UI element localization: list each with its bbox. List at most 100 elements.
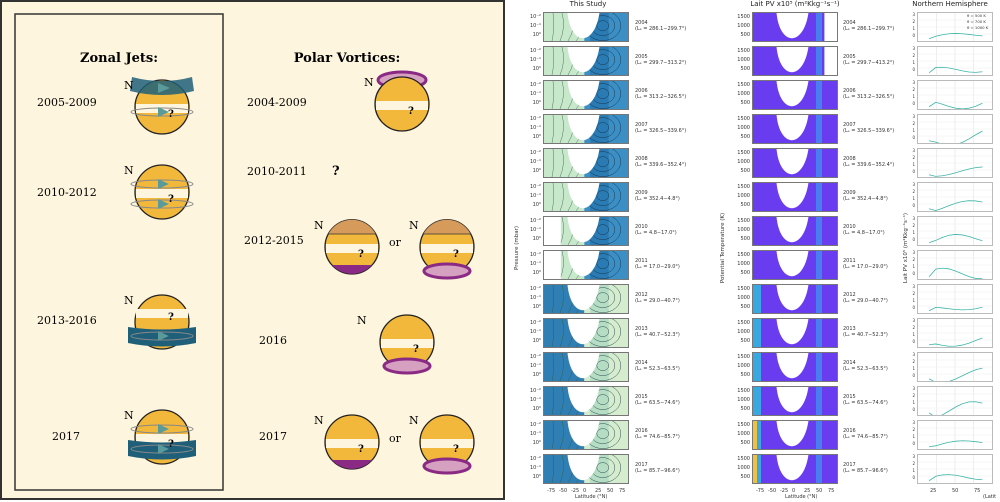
- ls-label: (Lₛ = 4.8−17.0°): [843, 230, 885, 236]
- col3-panel: [917, 46, 993, 76]
- ls-label: (Lₛ = 352.4−4.8°): [843, 196, 888, 202]
- col3-ytick: 2: [912, 393, 915, 398]
- col2-ytick: 1000: [737, 363, 750, 369]
- col2-ytick: 1000: [737, 23, 750, 29]
- series-line: [928, 234, 983, 244]
- ls-label: (Lₛ = 326.5−339.6°): [635, 128, 687, 134]
- lait-pv-line-plot: [918, 251, 992, 279]
- col1-contour-plot: [544, 115, 628, 143]
- col2-xtick: 25: [804, 488, 811, 494]
- col2-ytick: 1500: [737, 150, 750, 156]
- col2-ytick: 500: [740, 440, 750, 446]
- col1-xtick: 50: [607, 488, 614, 494]
- col1-xtick: 25: [595, 488, 602, 494]
- col1-panel: [543, 182, 629, 212]
- col2-ytick: 1000: [737, 295, 750, 301]
- figure-row: 10⁻² 10⁻¹ 10⁰ 2006 (Lₛ = 313.2−326.5°) 1500 10…: [505, 80, 1000, 114]
- question-mark: ?: [358, 444, 364, 455]
- col2-contour-plot: [753, 149, 837, 177]
- col2-ytick: 1500: [737, 354, 750, 360]
- col1-contour-plot: [544, 251, 628, 279]
- col3-ytick: 2: [912, 19, 915, 24]
- col1-ytick: 10⁻¹: [529, 193, 541, 199]
- col3-panel: [917, 12, 993, 42]
- series-line: [928, 474, 983, 482]
- col2-xtick: 0: [792, 488, 796, 494]
- jet-arrow-icon: [158, 199, 169, 209]
- planet: N?: [124, 77, 194, 135]
- legend-entry: θ = 500 K: [967, 13, 986, 18]
- col2-ytick: 1500: [737, 456, 750, 462]
- col3-panel: [917, 284, 993, 314]
- question-mark: ?: [358, 249, 364, 260]
- col1-panel: [543, 216, 629, 246]
- col2-ytick: 1000: [737, 57, 750, 63]
- planet: N?: [314, 414, 380, 470]
- series-line: [928, 66, 983, 74]
- col2-panel: [752, 420, 838, 450]
- col3-ytick: 0: [912, 135, 915, 140]
- year-label: 2005: [843, 54, 856, 60]
- ls-label: (Lₛ = 313.2−326.5°): [635, 94, 687, 100]
- figure-row: 10⁻² 10⁻¹ 10⁰ 2009 (Lₛ = 352.4−4.8°) 1500 1000…: [505, 182, 1000, 216]
- col3-ytick: 1: [912, 196, 915, 201]
- north-label: N: [364, 76, 374, 89]
- ls-label: (Lₛ = 17.0−29.0°): [635, 264, 680, 270]
- legend-entry: θ = 700 K: [967, 19, 986, 24]
- col3-panel: [917, 386, 993, 416]
- col2-ytick: 500: [740, 134, 750, 140]
- col3-ytick: 2: [912, 257, 915, 262]
- col2-contour-plot: [753, 183, 837, 211]
- col1-contour-plot: [544, 285, 628, 313]
- pv-period-5: 2017: [259, 430, 287, 443]
- col2-panel: [752, 284, 838, 314]
- zj-period-2: 2010-2012: [37, 186, 97, 199]
- series-line: [929, 130, 983, 143]
- lait-pv-line-plot: [918, 47, 992, 75]
- col2-xlabel: Latitude (°N): [785, 494, 818, 500]
- col2-panel: [752, 318, 838, 348]
- ls-label: (Lₛ = 286.1−299.7°): [843, 26, 895, 32]
- figure-panels: This Study Lait PV x10⁵ (m²Kkg⁻¹s⁻¹) Nor…: [505, 0, 1000, 500]
- col3-ytick: 0: [912, 373, 915, 378]
- col1-contour-plot: [544, 421, 628, 449]
- col1-panel: [543, 114, 629, 144]
- col1-ytick: 10⁻¹: [529, 159, 541, 165]
- col2-panel: [752, 454, 838, 484]
- col1-ytick: 10⁻²: [529, 388, 541, 394]
- col1-contour-plot: [544, 149, 628, 177]
- col1-contour-plot: [544, 319, 628, 347]
- col1-ytick: 10⁻²: [529, 456, 541, 462]
- col1-panel: [543, 454, 629, 484]
- col1-panel: [543, 148, 629, 178]
- col1-ytick: 10⁻²: [529, 82, 541, 88]
- ls-label: (Lₛ = 326.5−339.6°): [843, 128, 895, 134]
- col1-ytick: 10⁻²: [529, 286, 541, 292]
- col1-panel: [543, 386, 629, 416]
- col1-ytick: 10⁰: [532, 66, 541, 72]
- ls-label: (Lₛ = 299.7−313.2°): [635, 60, 687, 66]
- col3-ytick: 2: [912, 427, 915, 432]
- col1-ytick: 10⁻¹: [529, 465, 541, 471]
- col2-contour-plot: [753, 47, 837, 75]
- north-label: N: [314, 219, 324, 232]
- series-line: [929, 440, 983, 448]
- col1-ytick: 10⁻²: [529, 14, 541, 20]
- col1-ytick: 10⁻¹: [529, 363, 541, 369]
- south-vortex-ring: [422, 457, 472, 475]
- col2-ytick: 1000: [737, 227, 750, 233]
- col3-title: Northern Hemisphere: [912, 0, 988, 8]
- x-ticks: -75 -75 -50 -50 -25 -25 0 0 25 25 50 50 75 75 25 50 75: [505, 488, 1000, 494]
- col1-panel: [543, 420, 629, 450]
- series-line: [928, 367, 983, 381]
- col3-ytick: 3: [912, 12, 915, 17]
- col1-xlabel: Latitude (°N): [575, 494, 608, 500]
- col2-xtick: -50: [768, 488, 777, 494]
- col1-contour-plot: [544, 47, 628, 75]
- figure-row: 10⁻² 10⁻¹ 10⁰ 2005 (Lₛ = 299.7−313.2°) 1500 10…: [505, 46, 1000, 80]
- col1-ytick: 10⁻²: [529, 320, 541, 326]
- col1-ytick: 10⁻¹: [529, 261, 541, 267]
- col2-contour-plot: [753, 217, 837, 245]
- col1-panel: [543, 318, 629, 348]
- col2-xtick: -25: [780, 488, 789, 494]
